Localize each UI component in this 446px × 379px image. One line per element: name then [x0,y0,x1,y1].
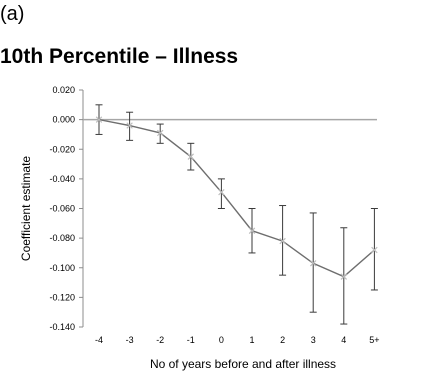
y-axis-label: Coefficient estimate [19,156,33,261]
marker-stroke [218,188,225,196]
series-line [98,118,375,278]
data-point-marker [340,273,348,280]
x-tick-label: -3 [126,335,134,345]
x-tick-label: -4 [95,335,103,345]
y-tick-labels: 0.020 0.000 -0.020 -0.040 -0.060 -0.080 -0.100… [49,85,83,332]
y-tick-label: 0.020 [52,85,75,95]
y-tick-label: 0.000 [52,115,75,125]
data-point-marker [95,116,103,123]
panel-label: (a) [0,3,25,25]
marker-stroke [95,116,103,123]
y-tick-label: -0.100 [49,263,75,273]
marker-stroke [248,227,256,234]
marker-stroke [126,122,133,129]
y-tick-label: -0.120 [49,292,75,302]
marker-stroke [371,246,378,254]
x-tick-label: 2 [280,335,285,345]
x-axis-label: No of years before and after illness [150,357,336,371]
marker-stroke [187,153,195,160]
error-bars [95,104,378,325]
data-point-marker [279,237,286,245]
marker-stroke [340,273,348,280]
marker-stroke [309,260,317,267]
x-tick-label: -2 [156,335,164,345]
data-point-marker [309,260,317,267]
x-tick-label: -1 [187,335,195,345]
error-bar [217,178,225,209]
data-point-marker [187,153,195,160]
x-tick-label: 1 [249,335,254,345]
series-markers [95,116,378,280]
x-tick-label: 5+ [369,335,379,345]
marker-stroke [156,129,164,137]
marker-stroke [279,237,286,245]
x-tick-labels: -4 -3 -2 -1 0 1 2 3 4 5+ [95,335,380,345]
x-tick-label: 3 [311,335,316,345]
chart-title: 10th Percentile – Illness [0,45,239,68]
data-point-marker [156,129,164,137]
y-tick-label: -0.140 [49,322,75,332]
y-tick-label: -0.040 [49,174,75,184]
data-point-marker [248,227,256,234]
y-tick-label: -0.060 [49,204,75,214]
x-tick-label: 4 [341,335,346,345]
x-tick-label: 0 [219,335,224,345]
data-point-marker [218,188,225,196]
y-tick-label: -0.080 [49,233,75,243]
data-point-marker [371,246,378,254]
data-point-marker [126,122,133,129]
y-tick-label: -0.020 [49,144,75,154]
